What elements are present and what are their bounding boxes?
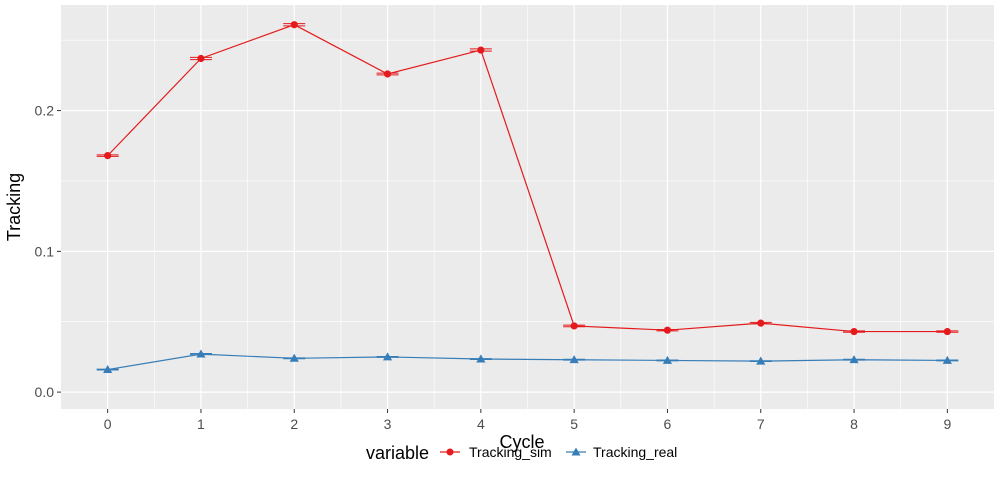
data-point-tracking-real bbox=[756, 356, 766, 365]
legend-title: variable bbox=[366, 443, 429, 463]
data-point-tracking-sim bbox=[197, 54, 205, 63]
data-point-tracking-sim bbox=[104, 152, 112, 160]
data-point-tracking-real bbox=[942, 355, 952, 364]
data-point-tracking-real bbox=[849, 355, 859, 364]
data-point-tracking-real bbox=[569, 355, 579, 364]
x-tick-label: 3 bbox=[384, 416, 392, 432]
y-tick-label: 0.0 bbox=[35, 384, 55, 400]
data-point-tracking-real bbox=[662, 355, 673, 364]
data-point-tracking-sim bbox=[570, 322, 578, 330]
series-layer bbox=[96, 21, 959, 374]
series-line-tracking-sim bbox=[107, 24, 948, 333]
legend-marker-triangle bbox=[571, 447, 581, 456]
x-tick-label: 7 bbox=[757, 416, 765, 432]
data-point-tracking-real bbox=[103, 364, 113, 374]
data-point-tracking-sim bbox=[477, 46, 485, 54]
legend-marker-circle bbox=[446, 448, 454, 456]
legend-key-tracking-sim bbox=[440, 448, 460, 456]
series-tracking-sim bbox=[96, 21, 959, 336]
x-tick-label: 5 bbox=[570, 416, 578, 432]
minor-gridlines bbox=[61, 5, 994, 409]
y-tick-label: 0.1 bbox=[35, 243, 55, 259]
series-tracking-real bbox=[96, 349, 959, 374]
legend-label-tracking-sim: Tracking_sim bbox=[469, 444, 552, 460]
data-point-tracking-real bbox=[476, 354, 486, 363]
x-tick-label: 2 bbox=[290, 416, 298, 432]
x-tick-label: 4 bbox=[477, 416, 485, 432]
x-tick-label: 6 bbox=[664, 416, 672, 432]
data-point-tracking-real bbox=[382, 352, 393, 361]
x-tick-label: 0 bbox=[104, 416, 112, 432]
data-point-tracking-sim bbox=[943, 327, 951, 336]
data-point-tracking-sim bbox=[290, 21, 298, 29]
legend: variable Tracking_sim Tracking_real bbox=[366, 443, 677, 463]
data-point-tracking-sim bbox=[383, 70, 392, 78]
x-axis-title: Cycle bbox=[499, 432, 544, 452]
series-line-tracking-real bbox=[107, 353, 948, 371]
y-axis-title: Tracking bbox=[4, 173, 24, 241]
x-tick-label: 9 bbox=[943, 416, 951, 432]
x-tick-label: 8 bbox=[850, 416, 858, 432]
data-point-tracking-sim bbox=[663, 326, 672, 334]
data-point-tracking-sim bbox=[757, 319, 765, 327]
legend-label-tracking-real: Tracking_real bbox=[593, 444, 677, 460]
data-point-tracking-real bbox=[196, 349, 206, 358]
legend-key-tracking-real bbox=[566, 447, 586, 456]
y-tick-label: 0.2 bbox=[35, 103, 55, 119]
data-point-tracking-real bbox=[289, 353, 299, 362]
x-tick-labels: 0 1 2 3 4 5 6 7 8 9 bbox=[104, 416, 952, 432]
y-tick-labels: 0.0 0.1 0.2 bbox=[35, 103, 55, 401]
x-tick-label: 1 bbox=[197, 416, 205, 432]
axis-ticks bbox=[57, 110, 948, 413]
data-point-tracking-sim bbox=[850, 327, 858, 336]
